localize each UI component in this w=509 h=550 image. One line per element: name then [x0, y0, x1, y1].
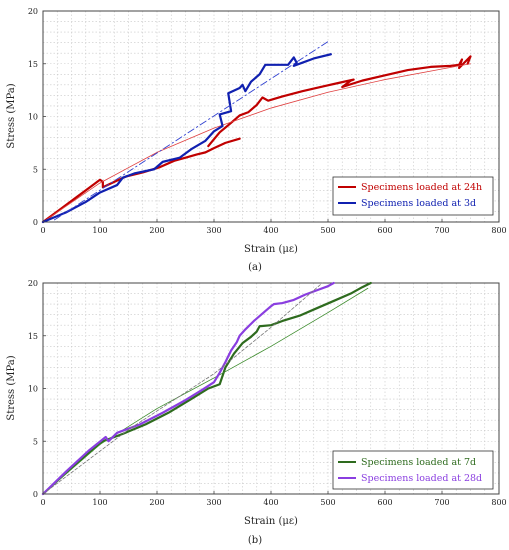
- series-line-1: [207, 55, 472, 148]
- x-tick-label: 100: [92, 498, 107, 507]
- y-axis-title: Stress (MPa): [6, 355, 17, 420]
- series-line-2: [41, 281, 335, 496]
- x-tick-label: 400: [263, 226, 278, 235]
- panel-label: (a): [248, 262, 262, 273]
- x-tick-label: 100: [92, 226, 107, 235]
- chart-panel-b: 0 100 200 300 400 500 600 700 800 0 5 10 15 20 Stress…: [6, 279, 507, 546]
- legend-label-28d: Specimens loaded at 28d: [361, 473, 482, 484]
- x-axis-title: Strain (με): [244, 244, 298, 255]
- y-tick-label: 5: [33, 165, 38, 174]
- y-tick-label: 15: [28, 332, 38, 341]
- series-line-3: [41, 53, 332, 224]
- y-tick-label: 5: [33, 437, 38, 446]
- x-axis-title: Strain (με): [244, 516, 298, 527]
- y-tick-label: 20: [28, 279, 38, 288]
- series-line-4: [53, 41, 329, 221]
- series-line-3: [42, 282, 323, 495]
- x-tick-label: 700: [434, 226, 449, 235]
- x-tick-label: 300: [206, 498, 221, 507]
- y-tick-label: 10: [28, 385, 38, 394]
- x-tick-label: 0: [40, 226, 45, 235]
- y-tick-label: 10: [28, 113, 38, 122]
- x-tick-label: 200: [149, 498, 164, 507]
- series-line-1: [42, 287, 369, 495]
- legend-box: [332, 450, 494, 490]
- x-tick-label: 600: [377, 498, 392, 507]
- x-tick-label: 300: [206, 226, 221, 235]
- y-tick-label: 20: [28, 7, 38, 16]
- legend-label-7d: Specimens loaded at 7d: [361, 457, 476, 468]
- x-tick-label: 0: [40, 498, 45, 507]
- x-tick-label: 700: [434, 498, 449, 507]
- x-tick-label: 200: [149, 226, 164, 235]
- x-tick-label: 500: [320, 226, 335, 235]
- legend-box: [332, 176, 494, 216]
- y-tick-label: 0: [33, 490, 38, 499]
- series-line-2: [42, 63, 471, 223]
- chart-panel-a: 0 100 200 300 400 500 600 700 800 0 5 10 15 20 Stress…: [6, 7, 507, 273]
- legend-label-24h: Specimens loaded at 24h: [361, 182, 482, 193]
- x-tick-label: 600: [377, 226, 392, 235]
- legend: Specimens loaded at 24h Specimens loaded…: [332, 176, 494, 216]
- x-tick-label: 400: [263, 498, 278, 507]
- legend: Specimens loaded at 7d Specimens loaded …: [332, 450, 494, 490]
- y-tick-label: 0: [33, 218, 38, 227]
- y-tick-label: 15: [28, 60, 38, 69]
- x-tick-label: 800: [491, 226, 506, 235]
- x-tick-label: 500: [320, 498, 335, 507]
- x-tick-label: 800: [491, 498, 506, 507]
- legend-label-3d: Specimens loaded at 3d: [361, 198, 476, 209]
- y-axis-title: Stress (MPa): [6, 83, 17, 148]
- panel-label: (b): [248, 535, 262, 546]
